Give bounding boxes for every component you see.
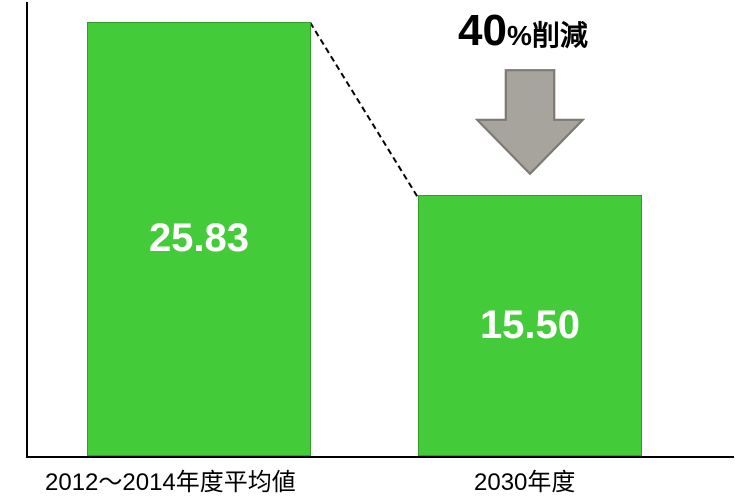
bar-baseline: 25.83 (87, 22, 311, 456)
x-axis (26, 456, 734, 458)
headline-reduction: 40%削減 (458, 6, 588, 56)
headline-small: %削減 (507, 20, 588, 51)
xlabel-target: 2030年度 (474, 462, 575, 497)
connector-dash (309, 22, 418, 197)
bar-value-baseline: 25.83 (149, 216, 249, 261)
chart-stage: 40%削減 25.83 2012～2014年度平均値 15.50 2030年度 (0, 0, 737, 500)
headline-big: 40 (458, 6, 507, 55)
down-arrow-icon (475, 68, 585, 176)
arrow-poly (477, 70, 583, 174)
bar-target: 15.50 (418, 195, 642, 456)
xlabel-baseline: 2012～2014年度平均値 (45, 462, 296, 497)
bar-value-target: 15.50 (480, 303, 580, 348)
y-axis (26, 2, 28, 458)
